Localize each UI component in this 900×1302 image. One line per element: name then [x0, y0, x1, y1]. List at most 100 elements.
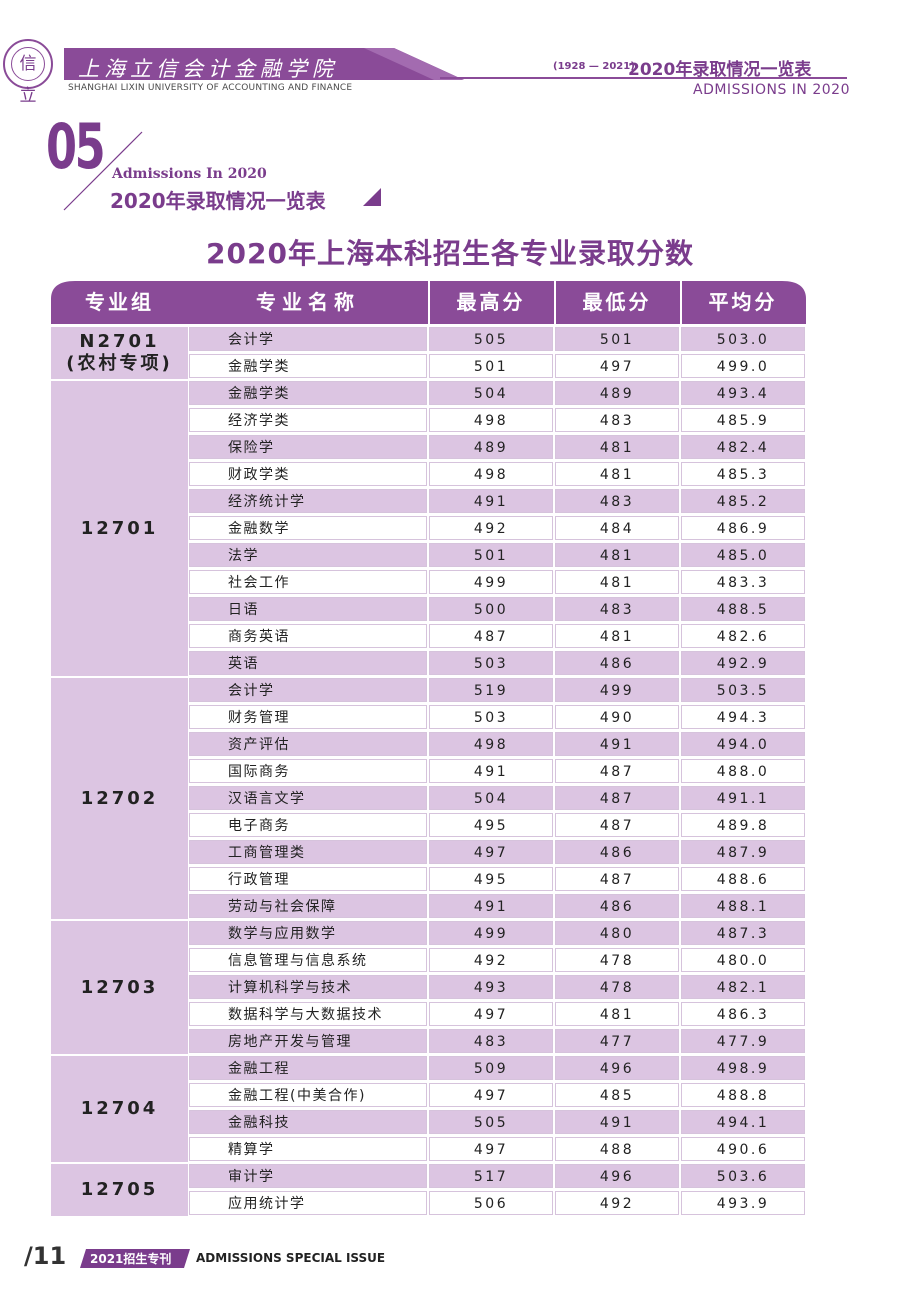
- min-score-cell: 481: [555, 570, 679, 594]
- table-row: 保险学 489 481 482.4: [188, 434, 806, 461]
- group-cell: 12704: [51, 1056, 188, 1162]
- table-row: 法学 501 481 485.0: [188, 542, 806, 569]
- max-score-cell: 503: [429, 651, 553, 675]
- min-score-cell: 489: [555, 381, 679, 405]
- max-score-cell: 498: [429, 408, 553, 432]
- page-number: /11: [24, 1242, 67, 1270]
- table-row: 金融学类 501 497 499.0: [188, 353, 806, 380]
- table-row: 资产评估 498 491 494.0: [188, 731, 806, 758]
- header-min: 最低分: [582, 290, 652, 314]
- table-row: 金融工程 509 496 498.9: [188, 1055, 806, 1082]
- major-name-cell: 房地产开发与管理: [189, 1029, 427, 1053]
- avg-score-cell: 487.3: [681, 921, 805, 945]
- table-row: 日语 500 483 488.5: [188, 596, 806, 623]
- min-score-cell: 491: [555, 732, 679, 756]
- major-name-cell: 信息管理与信息系统: [189, 948, 427, 972]
- table-row: 经济学类 498 483 485.9: [188, 407, 806, 434]
- table-row: 财务管理 503 490 494.3: [188, 704, 806, 731]
- header-avg: 平均分: [708, 290, 778, 314]
- max-score-cell: 506: [429, 1191, 553, 1215]
- university-seal-logo: 信立: [3, 39, 53, 106]
- max-score-cell: 497: [429, 1002, 553, 1026]
- table-row: 商务英语 487 481 482.6: [188, 623, 806, 650]
- major-name-cell: 金融工程: [189, 1056, 427, 1080]
- group-cell: 12702: [51, 678, 188, 919]
- avg-score-cell: 491.1: [681, 786, 805, 810]
- major-name-cell: 资产评估: [189, 732, 427, 756]
- avg-score-cell: 482.6: [681, 624, 805, 648]
- group-cell: 12703: [51, 921, 188, 1054]
- max-score-cell: 503: [429, 705, 553, 729]
- avg-score-cell: 494.3: [681, 705, 805, 729]
- avg-score-cell: 503.6: [681, 1164, 805, 1188]
- table-row: 汉语言文学 504 487 491.1: [188, 785, 806, 812]
- table-row: 国际商务 491 487 488.0: [188, 758, 806, 785]
- group-label: N2701 (农村专项): [66, 331, 173, 374]
- table-row: 经济统计学 491 483 485.2: [188, 488, 806, 515]
- table-row: 财政学类 498 481 485.3: [188, 461, 806, 488]
- major-name-cell: 工商管理类: [189, 840, 427, 864]
- max-score-cell: 498: [429, 462, 553, 486]
- footer-badge: 2021招生专刊: [90, 1252, 172, 1266]
- min-score-cell: 490: [555, 705, 679, 729]
- group-cell: 12701: [51, 381, 188, 676]
- page-header: 信立 上海立信会计金融学院 SHANGHAI LIXIN UNIVERSITY …: [0, 0, 900, 110]
- min-score-cell: 487: [555, 759, 679, 783]
- major-name-cell: 保险学: [189, 435, 427, 459]
- footer-badge-background: [80, 1249, 190, 1268]
- major-name-cell: 数学与应用数学: [189, 921, 427, 945]
- min-score-cell: 496: [555, 1164, 679, 1188]
- major-name-cell: 精算学: [189, 1137, 427, 1161]
- avg-score-cell: 493.4: [681, 381, 805, 405]
- section-subtitle-cn: 2020年录取情况一览表: [110, 189, 326, 213]
- avg-score-cell: 477.9: [681, 1029, 805, 1053]
- avg-score-cell: 482.4: [681, 435, 805, 459]
- min-score-cell: 483: [555, 597, 679, 621]
- major-name-cell: 金融学类: [189, 354, 427, 378]
- avg-score-cell: 493.9: [681, 1191, 805, 1215]
- table-row: 金融学类 504 489 493.4: [188, 380, 806, 407]
- table-row: 金融数学 492 484 486.9: [188, 515, 806, 542]
- min-score-cell: 481: [555, 435, 679, 459]
- major-name-cell: 数据科学与大数据技术: [189, 1002, 427, 1026]
- max-score-cell: 487: [429, 624, 553, 648]
- table-row: 工商管理类 497 486 487.9: [188, 839, 806, 866]
- max-score-cell: 505: [429, 327, 553, 351]
- avg-score-cell: 487.9: [681, 840, 805, 864]
- group-label: 12703: [80, 976, 159, 998]
- major-name-cell: 经济统计学: [189, 489, 427, 513]
- avg-score-cell: 486.9: [681, 516, 805, 540]
- header-group: 专业组: [85, 290, 154, 314]
- major-name-cell: 行政管理: [189, 867, 427, 891]
- table-row: 行政管理 495 487 488.6: [188, 866, 806, 893]
- min-score-cell: 491: [555, 1110, 679, 1134]
- min-score-cell: 481: [555, 624, 679, 648]
- max-score-cell: 497: [429, 1137, 553, 1161]
- max-score-cell: 493: [429, 975, 553, 999]
- group-label: 12704: [80, 1098, 159, 1119]
- major-name-cell: 会计学: [189, 327, 427, 351]
- min-score-cell: 486: [555, 894, 679, 918]
- header-separator: [554, 281, 556, 324]
- table-row: 审计学 517 496 503.6: [188, 1163, 806, 1190]
- min-score-cell: 487: [555, 813, 679, 837]
- min-score-cell: 483: [555, 489, 679, 513]
- max-score-cell: 497: [429, 840, 553, 864]
- major-name-cell: 法学: [189, 543, 427, 567]
- min-score-cell: 487: [555, 867, 679, 891]
- table-row: 电子商务 495 487 489.8: [188, 812, 806, 839]
- group-label: 12705: [80, 1179, 159, 1200]
- avg-score-cell: 503.5: [681, 678, 805, 702]
- major-name-cell: 国际商务: [189, 759, 427, 783]
- min-score-cell: 497: [555, 354, 679, 378]
- max-score-cell: 501: [429, 543, 553, 567]
- table-row: 社会工作 499 481 483.3: [188, 569, 806, 596]
- avg-score-cell: 480.0: [681, 948, 805, 972]
- min-score-cell: 481: [555, 1002, 679, 1026]
- min-score-cell: 486: [555, 840, 679, 864]
- group-label: 12702: [80, 787, 159, 809]
- max-score-cell: 519: [429, 678, 553, 702]
- avg-score-cell: 485.3: [681, 462, 805, 486]
- major-name-cell: 商务英语: [189, 624, 427, 648]
- table-row: 会计学 519 499 503.5: [188, 677, 806, 704]
